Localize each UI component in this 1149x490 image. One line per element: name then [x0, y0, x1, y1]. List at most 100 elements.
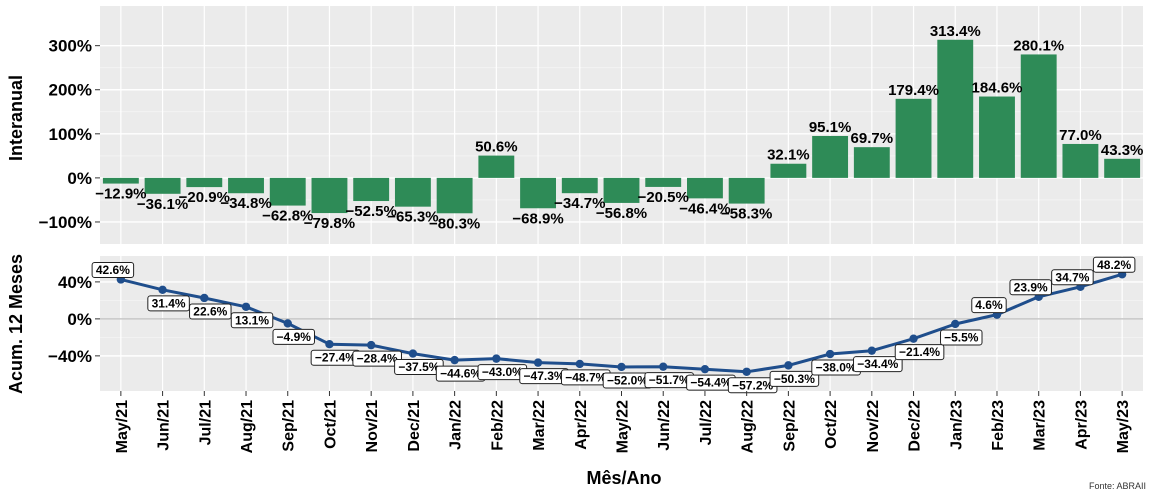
point-label-box	[769, 370, 820, 387]
bar	[1062, 143, 1099, 178]
point-label-box	[1051, 269, 1094, 286]
bar	[687, 177, 723, 199]
y-tick-label: 300%	[49, 37, 92, 56]
x-tick-label: Feb/23	[990, 400, 1007, 451]
x-axis-title: Mês/Ano	[586, 468, 661, 488]
x-tick-label: Jun/21	[156, 400, 173, 451]
bar	[311, 177, 348, 214]
bar-value-label: −20.9%	[179, 189, 230, 206]
point-value-label: −43.0%	[482, 365, 523, 379]
acum-axis-label: Acum. 12 Meses	[6, 254, 26, 394]
x-tick-label: Jul/21	[197, 400, 214, 445]
bar	[770, 163, 807, 178]
point-value-label: −57.2%	[732, 378, 773, 392]
bar-value-label: −79.8%	[304, 215, 355, 232]
x-tick-label: Sep/21	[281, 400, 298, 452]
bar	[853, 147, 890, 178]
point-value-label: 22.6%	[193, 304, 227, 318]
bar-value-label: −65.3%	[387, 209, 438, 226]
x-tick-label: Dec/21	[406, 400, 423, 452]
bar-value-label: 32.1%	[767, 147, 810, 164]
bar-value-label: −36.1%	[137, 196, 188, 213]
bar-value-label: 50.6%	[475, 139, 518, 156]
x-tick-label: Mar/22	[531, 400, 548, 451]
bar	[394, 177, 431, 207]
point-value-label: −5.5%	[944, 330, 979, 344]
y-tick-label: 40%	[58, 273, 92, 292]
data-point	[283, 319, 292, 328]
y-tick-label: 0%	[67, 310, 92, 329]
bar	[520, 177, 556, 209]
point-value-label: −38.0%	[816, 361, 857, 375]
data-point	[784, 361, 793, 370]
interanual-panel: −100%0%100%200%300%−12.9%−36.1%−20.9%−34…	[39, 6, 1143, 244]
bar	[895, 98, 932, 178]
x-tick-label: Apr/23	[1073, 400, 1090, 450]
data-point	[533, 358, 543, 367]
bar	[102, 177, 139, 184]
bar	[812, 135, 849, 178]
bar-value-label: 95.1%	[809, 119, 852, 136]
data-point	[366, 340, 376, 350]
point-label-box	[853, 356, 903, 373]
data-point	[951, 319, 960, 329]
bar-value-label: 69.7%	[851, 130, 894, 147]
point-value-label: −44.6%	[440, 367, 481, 381]
x-tick-label: Aug/22	[740, 400, 757, 453]
bar	[603, 177, 640, 203]
y-tick-label: −40%	[48, 347, 92, 366]
bar-value-label: 313.4%	[930, 23, 981, 40]
acum-12-meses-panel: −40% 0% 40% 42.6% 31.4% 22.6% 13.1% −4.9%−27.4%…	[48, 256, 1143, 394]
source-note: Fonte: ABRAII	[1089, 481, 1146, 490]
bar	[228, 177, 264, 194]
point-value-label: −50.3%	[774, 372, 815, 386]
point-label-box	[272, 328, 315, 345]
y-tick-label: −100%	[39, 213, 92, 232]
bar-value-label: −58.3%	[721, 206, 772, 223]
bar	[645, 177, 682, 187]
x-tick-label: Dec/22	[907, 400, 924, 452]
x-tick-label: Nov/22	[865, 400, 882, 453]
data-point	[200, 293, 209, 303]
bar-value-label: 184.6%	[972, 80, 1023, 97]
point-value-label: 34.7%	[1055, 270, 1089, 284]
data-point	[659, 362, 668, 371]
bar-value-label: −68.9%	[512, 210, 563, 227]
bar	[186, 177, 223, 188]
point-label-box	[1092, 256, 1136, 273]
bar-value-label: −46.4%	[679, 200, 730, 217]
point-value-label: −52.0%	[607, 373, 648, 387]
bar-value-label: −62.8%	[262, 208, 313, 225]
point-label-box	[894, 344, 945, 361]
data-point	[909, 334, 918, 343]
point-value-label: −34.4%	[857, 357, 898, 371]
data-point	[575, 359, 584, 369]
point-value-label: −37.5%	[398, 360, 439, 374]
point-label-box	[352, 350, 402, 367]
data-point	[617, 362, 626, 372]
bar-value-label: −80.3%	[429, 215, 480, 232]
x-tick-label: Nov/21	[364, 400, 381, 453]
bar	[728, 177, 765, 204]
data-point	[158, 285, 167, 295]
bar-value-label: 179.4%	[888, 82, 939, 99]
point-label-box	[940, 329, 983, 346]
data-point	[742, 367, 751, 376]
data-point	[492, 354, 501, 363]
point-label-box	[91, 261, 135, 278]
bar	[353, 177, 390, 202]
bar	[1020, 54, 1057, 178]
point-value-label: −47.3%	[524, 369, 565, 383]
x-tick-label: May/21	[114, 400, 131, 453]
bar-value-label: −34.7%	[554, 195, 605, 212]
x-tick-label: Oct/21	[322, 400, 339, 449]
bar	[144, 177, 181, 194]
point-label-box	[147, 295, 190, 312]
point-value-label: 23.9%	[1014, 280, 1048, 294]
data-point	[450, 355, 459, 365]
x-tick-label: Feb/22	[489, 400, 506, 451]
bar	[269, 177, 306, 206]
bar	[937, 39, 974, 178]
x-tick-label: Aug/21	[239, 400, 256, 453]
